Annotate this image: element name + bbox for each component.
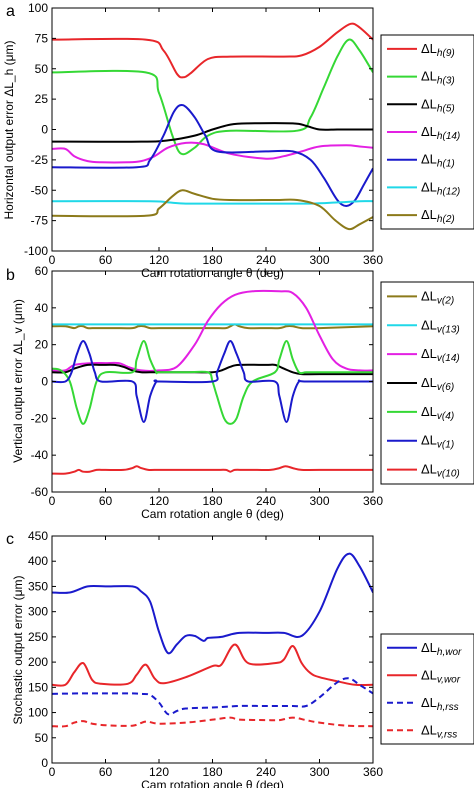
y-tick-label: 75 — [35, 31, 49, 45]
y-tick-label: -25 — [31, 153, 49, 167]
x-tick-label: 240 — [256, 253, 276, 267]
legend-entry: ΔLv(1) — [421, 433, 454, 451]
y-tick-label: 400 — [28, 554, 48, 568]
y-tick-label: -20 — [31, 411, 49, 425]
y-axis-label: Vertical output error ΔL_v (μm) — [11, 299, 25, 463]
series-line-h-rss — [52, 677, 373, 716]
x-tick-label: 240 — [256, 494, 276, 508]
series-line-h-1- — [52, 103, 373, 207]
x-tick-label: 120 — [149, 765, 169, 779]
x-tick-label: 360 — [363, 494, 383, 508]
x-tick-label: 300 — [309, 765, 329, 779]
x-tick-label: 120 — [149, 253, 169, 267]
legend-entry: ΔLh(3) — [421, 69, 455, 87]
x-axis-label: Cam rotation angle θ (deg) — [141, 778, 284, 788]
legend-entry: ΔLv(2) — [421, 288, 454, 306]
legend: ΔLv(2) ΔLv(13) ΔLv(14) ΔLv(6) ΔLv(4) ΔLv(1) ΔL… — [380, 281, 474, 485]
legend-entry: ΔLh(2) — [421, 207, 455, 225]
panel-label: b — [6, 267, 15, 284]
panel-label: a — [6, 3, 15, 20]
y-tick-label: 40 — [35, 301, 49, 315]
x-tick-label: 180 — [202, 494, 222, 508]
legend-entry: ΔLh,rss — [421, 695, 459, 713]
series-line-h-5- — [52, 122, 373, 143]
y-axis-label: Horizontal output error ΔL_h (μm) — [2, 40, 16, 219]
series-line-v-10- — [52, 465, 373, 475]
y-tick-label: 20 — [35, 338, 49, 352]
series-line-h-9- — [52, 22, 373, 79]
y-axis-label: Stochastic output error (μm) — [11, 576, 25, 725]
panel-label: c — [6, 531, 14, 548]
chart-panel-c: 0 60 120 180 240 300 360 0 50 100 150 200 250 300 350 4… — [6, 529, 474, 788]
series-line-v-14- — [52, 289, 373, 372]
series-line-v-1- — [52, 340, 373, 423]
legend-entry: ΔLv(10) — [421, 462, 460, 480]
legend-entry: ΔLv(4) — [421, 404, 454, 422]
series-line-v-rss — [52, 716, 373, 728]
legend: ΔLh,wor ΔLv,wor ΔLh,rss ΔLv,rss — [380, 633, 474, 745]
x-tick-label: 60 — [99, 253, 113, 267]
legend-entry: ΔLv(6) — [421, 375, 454, 393]
y-tick-label: 50 — [35, 731, 49, 745]
x-tick-label: 360 — [363, 253, 383, 267]
x-tick-label: 240 — [256, 765, 276, 779]
x-tick-label: 60 — [99, 765, 113, 779]
series-line-h-14- — [52, 141, 373, 164]
y-tick-label: 200 — [28, 655, 48, 669]
y-tick-label: -60 — [31, 485, 49, 499]
y-tick-label: -40 — [31, 448, 49, 462]
legend-entry: ΔLv,wor — [421, 667, 461, 685]
series-line-h-3- — [52, 38, 373, 156]
legend-entry: ΔLh(1) — [421, 152, 455, 170]
y-tick-label: -100 — [24, 244, 48, 258]
y-tick-label: 150 — [28, 680, 48, 694]
legend-entry: ΔLv(14) — [421, 346, 460, 364]
legend: ΔLh(9) ΔLh(3) ΔLh(5) ΔLh(14) ΔLh(1) ΔLh(12) ΔL… — [380, 34, 474, 230]
y-tick-label: 50 — [35, 62, 49, 76]
y-tick-label: 100 — [28, 706, 48, 720]
y-tick-label: 450 — [28, 529, 48, 543]
series-line-v-wor — [52, 643, 373, 687]
series-line-h-wor — [52, 552, 373, 655]
legend-entry: ΔLh(9) — [421, 41, 455, 59]
x-tick-label: 300 — [309, 253, 329, 267]
legend-box — [380, 633, 474, 745]
series-line-h-12- — [52, 200, 373, 205]
x-tick-label: 0 — [49, 253, 56, 267]
plot-frame — [51, 535, 374, 764]
legend-entry: ΔLv,rss — [421, 722, 457, 740]
x-tick-label: 180 — [202, 253, 222, 267]
x-tick-label: 180 — [202, 765, 222, 779]
y-tick-label: 350 — [28, 579, 48, 593]
series-line-v-4- — [52, 340, 373, 425]
legend-entry: ΔLv(13) — [421, 317, 460, 335]
y-tick-label: 25 — [35, 92, 49, 106]
x-tick-label: 0 — [49, 765, 56, 779]
x-tick-label: 360 — [363, 765, 383, 779]
legend-entry: ΔLh,wor — [421, 640, 462, 658]
x-tick-label: 300 — [309, 494, 329, 508]
y-tick-label: 300 — [28, 605, 48, 619]
y-tick-label: 60 — [35, 264, 49, 278]
x-tick-label: 120 — [149, 494, 169, 508]
y-tick-label: -75 — [31, 214, 49, 228]
x-tick-label: 60 — [99, 494, 113, 508]
legend-entry: ΔLh(5) — [421, 96, 455, 114]
y-tick-label: 100 — [28, 1, 48, 15]
y-tick-label: 0 — [41, 756, 48, 770]
legend-entry: ΔLh(14) — [421, 124, 460, 142]
series-line-v-2- — [52, 323, 373, 330]
chart-panel-b: 0 60 120 180 240 300 360 -60 -40 -20 0 20 40 60 Cam ro… — [6, 264, 474, 521]
y-tick-label: 250 — [28, 630, 48, 644]
chart-panel-a: 0 60 120 180 240 300 360-100-75-50-25025507510… — [2, 1, 474, 280]
x-axis-label: Cam rotation angle θ (deg) — [141, 507, 284, 521]
legend-entry: ΔLh(12) — [421, 179, 460, 197]
x-tick-label: 0 — [49, 494, 56, 508]
y-tick-label: 0 — [41, 375, 48, 389]
y-tick-label: 0 — [41, 123, 48, 137]
y-tick-label: -50 — [31, 183, 49, 197]
series-line-h-2- — [52, 189, 373, 231]
